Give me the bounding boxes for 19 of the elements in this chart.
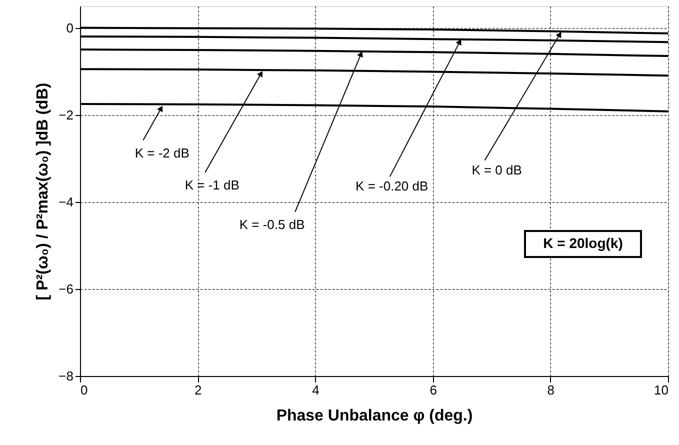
x-tick-label: 6 xyxy=(430,382,437,398)
annotation: K = -1 dB xyxy=(184,177,240,192)
x-tick-label: 4 xyxy=(312,382,320,398)
x-tick-label: 2 xyxy=(194,382,202,398)
annotation: K = -0.20 dB xyxy=(356,178,428,194)
y-tick-label: −4 xyxy=(58,194,74,210)
y-tick-label: −2 xyxy=(58,107,74,122)
x-tick-label: 8 xyxy=(547,382,555,398)
x-tick-label: 10 xyxy=(654,382,668,398)
y-tick-label: −6 xyxy=(58,281,74,296)
x-tick-label: 0 xyxy=(80,382,88,398)
annotation: K = -2 dB xyxy=(134,145,190,160)
annotation: K = 20log(k) xyxy=(543,235,623,251)
annotation: K = -0.5 dB xyxy=(239,216,305,232)
x-axis-title: Phase Unbalance φ (deg.) xyxy=(276,408,473,424)
y-tick-label: −8 xyxy=(58,368,74,384)
annotation: K = 0 dB xyxy=(472,162,522,178)
y-tick-label: 0 xyxy=(66,20,74,36)
y-axis-title: [ P²(ω₀) / P²max(ω₀) ]dB (dB) xyxy=(34,82,52,300)
